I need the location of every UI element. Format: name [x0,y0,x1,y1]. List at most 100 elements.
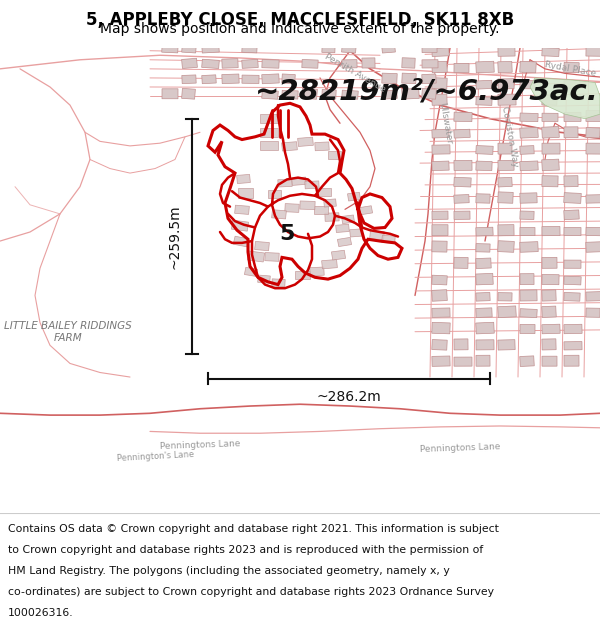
Polygon shape [292,177,307,186]
Polygon shape [236,174,250,184]
Text: ~28219m²/~6.973ac.: ~28219m²/~6.973ac. [255,78,599,106]
Polygon shape [422,60,438,68]
Polygon shape [402,88,419,99]
Polygon shape [281,142,298,151]
Polygon shape [476,227,493,236]
Text: Pennington's Lane: Pennington's Lane [116,450,194,463]
Polygon shape [520,161,538,171]
Polygon shape [202,75,216,84]
Polygon shape [202,59,220,69]
Text: Ullswater: Ullswater [437,102,453,145]
Polygon shape [298,137,313,146]
Polygon shape [542,48,559,56]
Text: ~259.5m: ~259.5m [168,204,182,269]
Polygon shape [235,205,250,214]
Polygon shape [337,238,352,247]
Text: Contains OS data © Crown copyright and database right 2021. This information is : Contains OS data © Crown copyright and d… [8,524,499,534]
Polygon shape [476,340,494,350]
Polygon shape [322,259,337,269]
Polygon shape [542,356,557,366]
Polygon shape [295,271,310,279]
Polygon shape [285,204,299,212]
Polygon shape [242,44,257,53]
Polygon shape [476,80,492,89]
Polygon shape [564,127,578,138]
Polygon shape [262,74,279,84]
Polygon shape [542,159,559,171]
Polygon shape [382,44,395,53]
Polygon shape [242,59,258,68]
Polygon shape [432,322,450,334]
Polygon shape [498,241,514,252]
Polygon shape [432,129,449,138]
Polygon shape [454,339,468,350]
Polygon shape [432,48,449,56]
Polygon shape [432,339,447,350]
Polygon shape [564,228,581,236]
Polygon shape [564,176,578,187]
Text: ~286.2m: ~286.2m [317,390,382,404]
Polygon shape [310,267,324,276]
Polygon shape [542,258,557,268]
Polygon shape [432,161,449,171]
Polygon shape [359,206,373,215]
Polygon shape [586,228,600,236]
Polygon shape [302,59,318,68]
Polygon shape [476,146,493,154]
Polygon shape [520,309,537,318]
Polygon shape [222,74,239,84]
Text: Map shows position and indicative extent of the property.: Map shows position and indicative extent… [100,22,500,36]
Polygon shape [520,324,535,334]
Polygon shape [520,113,538,122]
Polygon shape [454,63,469,72]
Polygon shape [542,226,560,236]
Text: 5, APPLEBY CLOSE, MACCLESFIELD, SK11 8XB: 5, APPLEBY CLOSE, MACCLESFIELD, SK11 8XB [86,11,514,29]
Polygon shape [498,160,514,171]
Polygon shape [564,276,581,285]
Polygon shape [350,229,362,237]
Polygon shape [476,161,492,171]
Polygon shape [342,59,357,68]
Polygon shape [272,279,285,287]
Polygon shape [530,78,600,119]
Polygon shape [498,224,514,236]
Polygon shape [362,58,375,68]
Polygon shape [328,151,341,159]
Polygon shape [564,260,581,268]
Polygon shape [302,88,317,99]
Polygon shape [454,258,468,268]
Polygon shape [432,275,447,285]
Polygon shape [586,292,600,301]
Polygon shape [586,242,600,252]
Polygon shape [564,210,579,219]
Text: LITTLE BAILEY RIDDINGS
FARM: LITTLE BAILEY RIDDINGS FARM [4,321,132,342]
Text: to Crown copyright and database rights 2023 and is reproduced with the permissio: to Crown copyright and database rights 2… [8,545,483,555]
Polygon shape [542,274,559,285]
Polygon shape [382,90,397,99]
Polygon shape [454,211,470,219]
Polygon shape [260,127,278,137]
Polygon shape [498,339,515,350]
Polygon shape [498,177,512,187]
Polygon shape [542,95,557,105]
Polygon shape [520,146,534,154]
Polygon shape [341,42,356,53]
Polygon shape [498,306,516,318]
Polygon shape [564,112,581,121]
Text: HM Land Registry. The polygons (including the associated geometry, namely x, y: HM Land Registry. The polygons (includin… [8,566,449,576]
Polygon shape [244,268,257,276]
Polygon shape [564,292,580,301]
Polygon shape [325,213,339,221]
Polygon shape [498,79,514,89]
Polygon shape [432,94,447,105]
Text: 100026316.: 100026316. [8,608,73,618]
Polygon shape [422,74,436,84]
Polygon shape [432,289,447,301]
Polygon shape [520,356,534,366]
Polygon shape [476,194,490,203]
Polygon shape [262,59,279,68]
Polygon shape [342,90,358,99]
Polygon shape [454,112,472,122]
Polygon shape [564,342,582,350]
Text: Penrith Avenue: Penrith Avenue [323,52,387,94]
